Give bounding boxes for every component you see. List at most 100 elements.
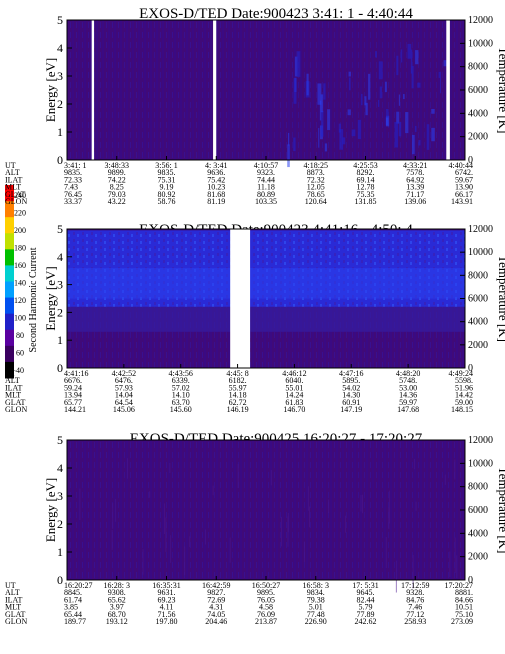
- spectrogram-cell: [115, 498, 117, 522]
- y2-tick-label: 4000: [468, 528, 488, 539]
- table-cell: 4:45: 8: [226, 369, 248, 378]
- table-cell: 4:25:53: [353, 161, 377, 170]
- spectrogram-cell: [149, 491, 151, 498]
- table-cell: 17: 5:31: [352, 581, 378, 590]
- table-cell: 33.37: [64, 197, 82, 206]
- table-cell: 10.23: [207, 183, 225, 192]
- colorbar-tick: 240: [14, 191, 26, 200]
- table-cell: 76.05: [257, 595, 275, 604]
- spectrogram-cell: [443, 60, 447, 67]
- y2-tick-label: 12000: [468, 15, 493, 26]
- table-cell: 12.05: [307, 183, 325, 192]
- table-cell: 65.62: [108, 595, 126, 604]
- table-cell: 59.00: [455, 398, 473, 407]
- table-cell: 9.19: [160, 183, 174, 192]
- table-cell: 4:48:20: [396, 369, 420, 378]
- table-cell: 75.31: [158, 175, 176, 184]
- spectrogram-cell: [303, 541, 305, 563]
- y-tick-label: 4: [57, 461, 63, 475]
- colorbar-swatch: [5, 281, 14, 299]
- y2-tick-label: 10000: [468, 458, 493, 469]
- colorbar-swatch: [5, 265, 14, 282]
- table-cell: 68.70: [108, 610, 126, 619]
- spectrogram-cell: [351, 129, 356, 137]
- spectrogram-cell: [360, 494, 362, 512]
- table-cell: 4: 3:41: [205, 161, 227, 170]
- table-cell: 12.78: [357, 183, 375, 192]
- table-cell: 71.17: [406, 190, 424, 199]
- spectrogram-cell: [281, 516, 283, 547]
- spectrogram-cell: [415, 501, 417, 511]
- spectrogram-cell: [388, 507, 390, 530]
- table-row-label: GLON: [5, 617, 27, 626]
- spectrogram-cell: [327, 109, 331, 131]
- spectrogram-cell: [142, 549, 144, 575]
- y2-tick-label: 2000: [468, 340, 488, 351]
- y-tick-label: 1: [57, 333, 63, 347]
- table-cell: 8845.: [64, 588, 82, 597]
- colorbar-tick: 200: [14, 226, 26, 235]
- table-cell: 61.74: [64, 595, 82, 604]
- y2-tick-label: 8000: [468, 482, 488, 493]
- y-tick-label: 5: [57, 433, 63, 447]
- table-cell: 53.00: [399, 383, 417, 392]
- spectrogram-cell: [415, 50, 419, 65]
- table-cell: 16:50:27: [252, 581, 280, 590]
- table-cell: 7.43: [64, 183, 78, 192]
- table-cell: 4.58: [259, 603, 273, 612]
- table-row-label: ILAT: [5, 595, 22, 604]
- table-cell: 103.35: [255, 197, 277, 206]
- table-row-label: UT: [5, 581, 16, 590]
- table-cell: 9835.: [158, 168, 176, 177]
- table-cell: 4:41:16: [64, 369, 88, 378]
- spectrogram-cell: [386, 109, 389, 118]
- y2-tick-label: 0: [468, 155, 473, 166]
- panel-title: EXOS-D/TED Date:900423 3:41: 1 - 4:40:44: [139, 6, 413, 22]
- y2-axis-label: Temperature [K]: [496, 255, 505, 342]
- table-cell: 6339.: [172, 376, 190, 385]
- table-cell: 226.90: [305, 617, 327, 626]
- spectrogram-cell: [365, 102, 368, 116]
- table-cell: 75.10: [455, 610, 473, 619]
- table-cell: 64.54: [115, 398, 133, 407]
- table-cell: 4:18:25: [304, 161, 328, 170]
- spectrogram-background: [67, 440, 465, 580]
- table-cell: 9645.: [357, 588, 375, 597]
- table-cell: 71.56: [158, 610, 176, 619]
- y-axis-label: Energy [eV]: [43, 478, 58, 542]
- table-row-label: ILAT: [5, 383, 22, 392]
- spectrogram-cell: [287, 132, 290, 146]
- spectrogram-cell: [456, 555, 458, 578]
- table-cell: 16:28: 3: [104, 581, 130, 590]
- spectrogram-cell: [364, 96, 367, 106]
- spectrogram-cell: [431, 127, 435, 142]
- table-cell: 146.19: [227, 405, 249, 414]
- spectrogram-cell: [347, 109, 351, 116]
- spectrogram-cell: [385, 115, 390, 127]
- spectrogram-cell: [400, 49, 403, 63]
- spectrogram-cell: [388, 490, 390, 524]
- y2-tick-label: 2000: [468, 552, 488, 563]
- table-cell: 14.10: [172, 391, 190, 400]
- table-cell: 82.44: [357, 595, 375, 604]
- table-row-label: ALT: [5, 376, 20, 385]
- table-cell: 6676.: [64, 376, 82, 385]
- table-cell: 80.92: [158, 190, 176, 199]
- colorbar-swatch: [5, 249, 14, 266]
- spectrogram-cell: [378, 61, 383, 80]
- table-cell: 55.97: [229, 383, 247, 392]
- table-cell: 148.15: [451, 405, 473, 414]
- spectrogram-cell: [413, 458, 415, 470]
- y2-tick-label: 0: [468, 363, 473, 374]
- table-cell: 16:35:31: [152, 581, 180, 590]
- table-row-label: ALT: [5, 588, 20, 597]
- spectrogram-cell: [306, 73, 309, 96]
- data-gap: [230, 229, 251, 368]
- peak-flux-band: [67, 267, 465, 299]
- y2-tick-label: 4000: [468, 317, 488, 328]
- y-axis-label: Energy [eV]: [43, 266, 58, 330]
- spectrogram-cell: [454, 537, 456, 574]
- spectrogram-cell: [287, 144, 290, 168]
- y2-tick-label: 2000: [468, 132, 488, 143]
